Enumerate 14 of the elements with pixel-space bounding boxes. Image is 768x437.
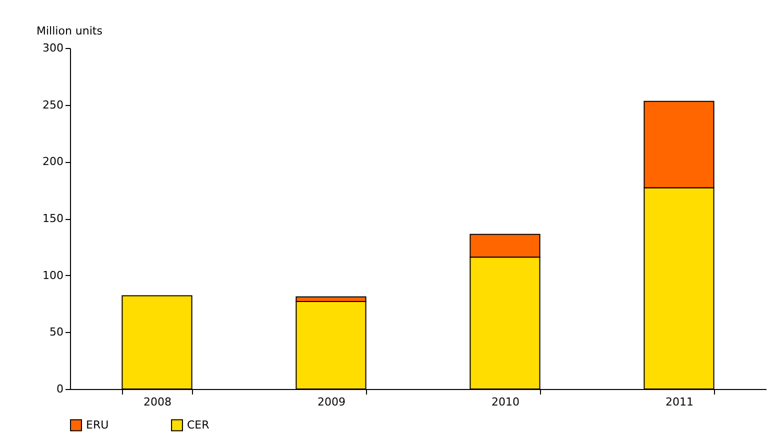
y-tick-label: 200: [42, 155, 64, 168]
y-axis-title: Million units: [36, 24, 103, 38]
y-tick-label: 50: [50, 326, 64, 339]
legend-label: CER: [187, 418, 210, 432]
y-tick-label: 250: [42, 98, 64, 112]
y-tick-label: 100: [42, 268, 64, 282]
x-tick-label: 2009: [318, 396, 346, 408]
y-tick-label: 0: [56, 382, 64, 396]
x-tick-label: 2008: [144, 396, 172, 408]
x-tick-label: 2010: [492, 396, 520, 408]
y-tick-label: 300: [42, 42, 64, 54]
x-tick-label: 2011: [666, 396, 694, 408]
y-tick-label: 150: [42, 212, 64, 225]
legend-label: ERU: [86, 418, 109, 432]
